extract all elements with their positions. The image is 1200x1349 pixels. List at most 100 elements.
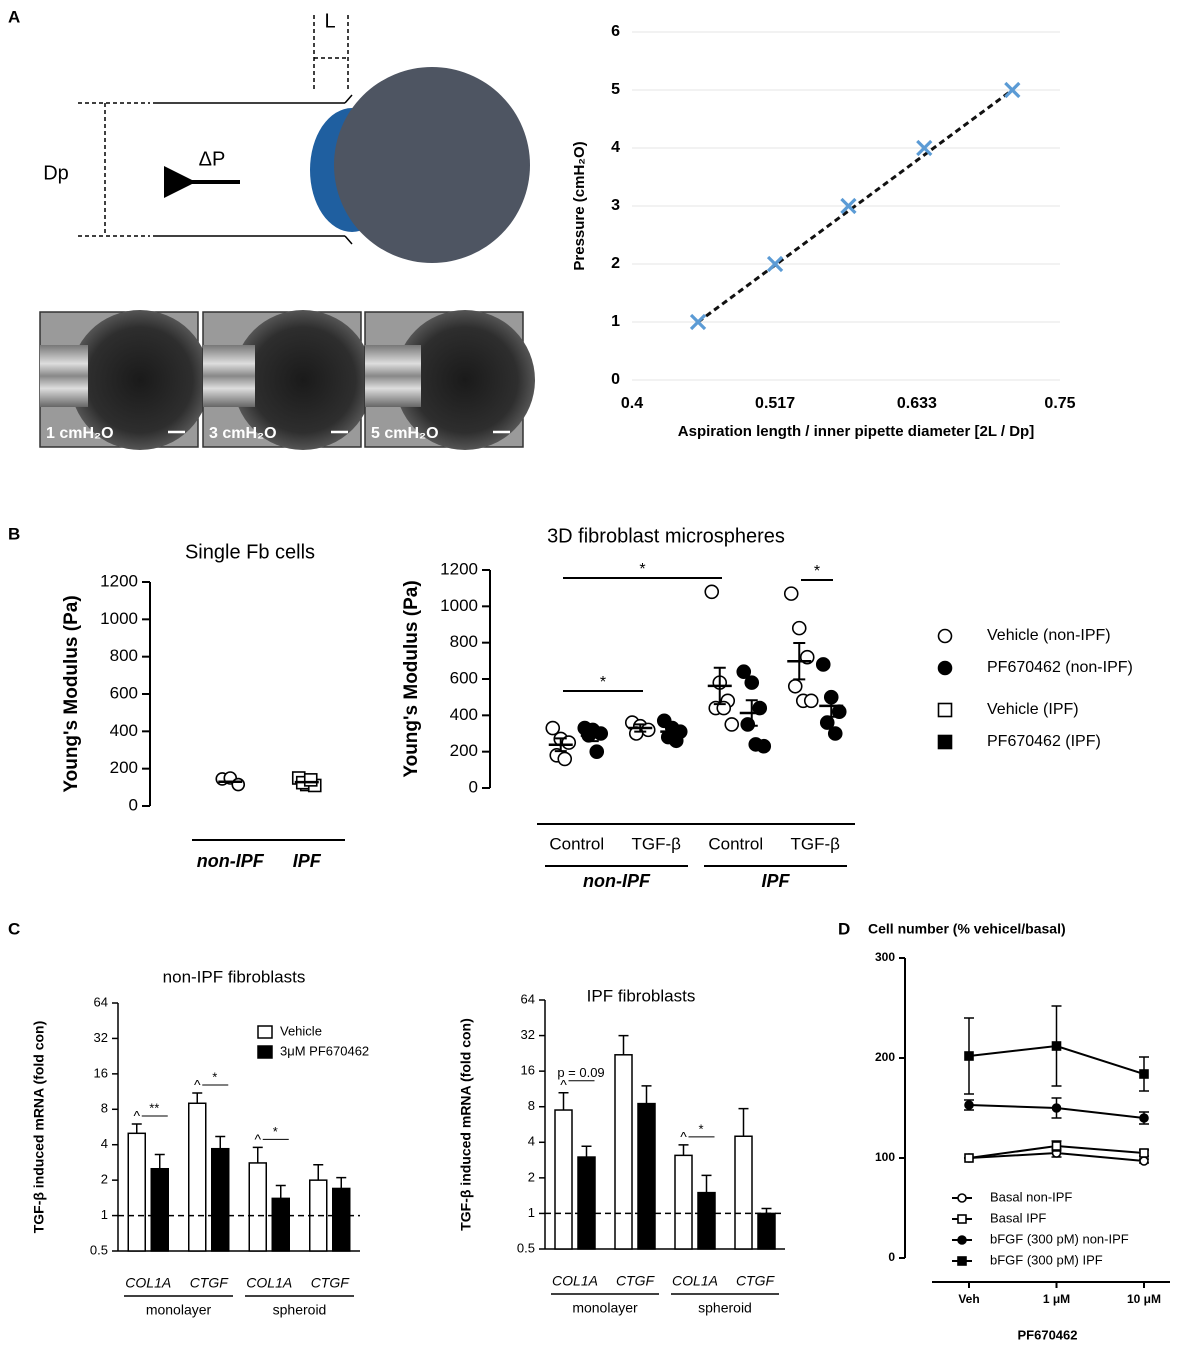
pressure-label: 1 cmH₂O (46, 425, 114, 442)
y-tick-label: 0 (469, 777, 478, 796)
y-tick-label: 4 (611, 139, 620, 156)
annotation: * (273, 1124, 278, 1139)
category-label: CTGF (190, 1275, 230, 1291)
error-bar (678, 1144, 689, 1156)
y-axis-label: Young's Modulus (Pa) (61, 595, 82, 792)
y-tick-label: 1200 (100, 571, 138, 590)
y-tick-label: 600 (110, 683, 138, 702)
marker (791, 620, 807, 636)
marker (557, 751, 573, 767)
y-tick-label: 1000 (100, 609, 138, 628)
annotation: * (212, 1069, 217, 1084)
pressure-label: 5 cmH₂O (371, 425, 439, 442)
bar (577, 1156, 596, 1250)
y-tick-label: 400 (450, 705, 478, 724)
panel-label: B (8, 524, 20, 543)
bar (271, 1197, 290, 1252)
y-tick-label: 200 (875, 1050, 895, 1064)
error-bar (215, 1135, 226, 1149)
marker (1139, 1069, 1149, 1079)
bar (150, 1167, 169, 1252)
sem-bar (745, 699, 758, 727)
marker (964, 1153, 974, 1163)
y-tick-label: 16 (521, 1063, 535, 1078)
bar (554, 1109, 573, 1250)
legend-swatch (257, 1045, 273, 1059)
annotation: ** (149, 1100, 159, 1115)
diagram-label: L (324, 10, 335, 32)
y-axis-label: TGF-β induced mRNA (fold con) (31, 1021, 47, 1234)
marker (545, 720, 561, 736)
marker (231, 777, 246, 792)
annotation: ^ (680, 1129, 687, 1145)
bar (674, 1154, 693, 1250)
group-label: monolayer (146, 1302, 212, 1318)
bar (697, 1191, 716, 1250)
legend-marker (937, 660, 953, 676)
error-bar (275, 1184, 286, 1199)
diagram-label: ΔP (199, 148, 226, 170)
microsphere-image (233, 310, 373, 450)
marker (744, 675, 760, 690)
sem-bar (713, 666, 726, 706)
bar (734, 1135, 753, 1250)
x-tick-label: 0.75 (1044, 395, 1075, 412)
x-tick-label: 1 μM (1043, 1292, 1070, 1306)
legend-label: bFGF (300 pM) IPF (990, 1252, 1103, 1267)
bar (332, 1187, 351, 1252)
category-label: CTGF (616, 1273, 656, 1289)
marker (593, 726, 609, 741)
data-point (766, 255, 784, 273)
y-tick-label: 1 (611, 313, 620, 330)
x-axis-label: PF670462 (1018, 1327, 1078, 1342)
y-axis-label: TGF-β induced mRNA (fold con) (458, 1018, 474, 1231)
sem-bar (586, 729, 599, 743)
legend-marker (957, 1235, 967, 1245)
bar (188, 1102, 207, 1252)
legend-label: Vehicle (280, 1023, 322, 1038)
annotation: ^ (194, 1077, 201, 1093)
data-point (840, 197, 857, 215)
error-bar (761, 1207, 772, 1214)
marker (1051, 1103, 1062, 1113)
marker (815, 657, 831, 672)
error-bar (336, 1176, 347, 1189)
x-tick-label: 0.633 (897, 395, 937, 412)
micrographs: 1 cmH₂O 3 cmH₂O 5 cmH₂O (39, 310, 535, 450)
legend-swatch (257, 1025, 273, 1039)
significance-label: * (600, 674, 606, 691)
y-tick-label: 0 (129, 795, 138, 814)
error-bar (252, 1146, 263, 1163)
bar (757, 1212, 776, 1250)
chart-title: Single Fb cells (185, 541, 315, 563)
legend-marker (937, 628, 953, 644)
y-tick-label: 2 (528, 1169, 535, 1184)
marker (756, 738, 772, 754)
category-label: COL1A (552, 1273, 598, 1289)
legend-label: Basal IPF (990, 1210, 1046, 1225)
marker (589, 744, 605, 759)
y-tick-label: 8 (528, 1098, 535, 1113)
error-bar (738, 1107, 749, 1137)
legend-marker (957, 1214, 967, 1224)
marker (704, 584, 720, 600)
x-tick-label: Veh (958, 1292, 979, 1306)
diagram-label: Dp (43, 162, 69, 184)
group-label: spheroid (698, 1300, 752, 1316)
legend-marker (937, 734, 953, 750)
y-axis-label: Pressure (cmH₂O) (571, 141, 588, 270)
micrograph: 1 cmH₂O (39, 310, 210, 450)
bar (637, 1102, 656, 1250)
group-label: non-IPF (583, 871, 651, 891)
category-label: CTGF (311, 1275, 351, 1291)
marker (783, 586, 799, 601)
legend-label: PF670462 (non-IPF) (987, 659, 1133, 676)
y-tick-label: 400 (110, 721, 138, 740)
data-point (1004, 81, 1021, 99)
y-tick-label: 64 (521, 991, 535, 1006)
panel-label: D (838, 919, 850, 938)
y-tick-label: 200 (110, 758, 138, 777)
sem-bar (793, 642, 806, 681)
annotation: p = 0.09 (557, 1065, 604, 1080)
